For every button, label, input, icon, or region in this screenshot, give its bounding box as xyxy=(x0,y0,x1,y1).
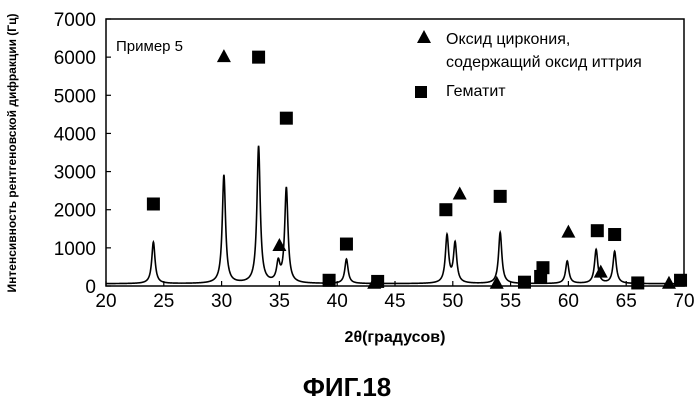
y-tick-label: 3000 xyxy=(54,163,96,184)
hematite-square-marker xyxy=(323,274,336,287)
x-tick-label: 25 xyxy=(153,291,174,312)
legend-entry-zirconia-line2: содержащий оксид иттрия xyxy=(446,54,642,71)
y-tick-label: 1000 xyxy=(54,239,96,260)
x-tick-labels: 20 25 30 35 40 45 50 55 60 65 70 xyxy=(95,291,694,312)
zirconia-triangle-marker xyxy=(594,265,608,278)
diffraction-pattern-line xyxy=(106,146,684,284)
hematite-square-marker xyxy=(591,224,604,237)
hematite-square-marker xyxy=(439,203,452,216)
x-tick-label: 65 xyxy=(616,291,637,312)
zirconia-triangle-marker xyxy=(217,49,231,62)
panel-label: Пример 5 xyxy=(116,38,183,55)
y-tick-labels: 0 1000 2000 3000 4000 5000 6000 7000 xyxy=(54,10,96,298)
zirconia-triangle-marker xyxy=(662,276,676,289)
y-tick-label: 4000 xyxy=(54,124,96,145)
x-tick-label: 50 xyxy=(442,291,463,312)
hematite-square-marker xyxy=(631,276,644,289)
y-tick-label: 6000 xyxy=(54,48,96,69)
zirconia-triangle-marker xyxy=(561,225,575,238)
hematite-square-marker xyxy=(608,228,621,241)
legend-square-marker xyxy=(415,86,427,98)
x-tick-label: 45 xyxy=(384,291,405,312)
zirconia-triangle-marker xyxy=(453,186,467,199)
hematite-square-marker xyxy=(280,112,293,125)
legend: Оксид циркония, содержащий оксид иттрия … xyxy=(415,30,642,100)
x-tick-label: 55 xyxy=(500,291,521,312)
legend-entry-zirconia-line1: Оксид циркония, xyxy=(446,31,570,48)
hematite-square-marker xyxy=(371,275,384,288)
hematite-square-marker xyxy=(518,276,531,289)
legend-entry-hematite: Гематит xyxy=(446,83,506,100)
x-tick-label: 30 xyxy=(211,291,232,312)
legend-triangle-marker xyxy=(417,30,431,43)
x-tick-label: 60 xyxy=(558,291,579,312)
hematite-square-marker xyxy=(494,190,507,203)
zirconia-triangle-marker xyxy=(490,276,504,289)
y-tick-label: 0 xyxy=(85,277,96,298)
figure-caption: ФИГ.18 xyxy=(303,372,392,402)
x-tick-label: 20 xyxy=(95,291,116,312)
y-tick-label: 7000 xyxy=(54,10,96,31)
x-axis-title: 2θ(градусов) xyxy=(345,329,446,346)
hematite-square-marker xyxy=(674,274,687,287)
x-tick-label: 35 xyxy=(269,291,290,312)
hematite-square-marker xyxy=(536,261,549,274)
y-axis-title: Интенсивность рентгеновской дифракции (Г… xyxy=(5,14,19,293)
x-tick-label: 40 xyxy=(327,291,348,312)
x-tick-label: 70 xyxy=(673,291,694,312)
hematite-square-marker xyxy=(147,197,160,210)
y-tick-label: 2000 xyxy=(54,201,96,222)
hematite-square-marker xyxy=(252,51,265,64)
hematite-square-marker xyxy=(340,238,353,251)
y-tick-label: 5000 xyxy=(54,86,96,107)
